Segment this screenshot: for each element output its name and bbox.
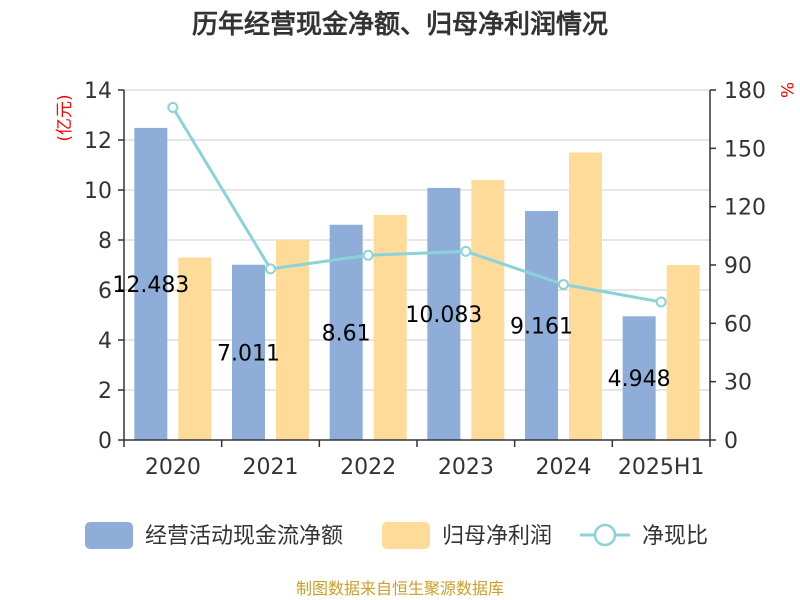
- cash-flow-bar: [622, 316, 656, 440]
- left-axis-tick-label: 6: [98, 279, 112, 304]
- net-profit-bar: [178, 257, 212, 440]
- ratio-point: [558, 278, 569, 290]
- left-axis-tick-label: 8: [98, 229, 112, 254]
- legend-swatch: [382, 522, 430, 549]
- left-axis-tick-label: 0: [98, 429, 112, 454]
- left-axis-tick-label: 10: [84, 179, 112, 204]
- cash-flow-data-label: 10.083: [405, 303, 482, 328]
- net-profit-bar: [569, 152, 602, 440]
- chart-title: 历年经营现金净额、归母净利润情况: [192, 9, 608, 40]
- net-profit-bar: [373, 215, 407, 440]
- ratio-line: [167, 102, 667, 308]
- legend-label: 净现比: [642, 524, 708, 549]
- right-axis-tick-label: 0: [724, 429, 738, 454]
- ratio-point: [460, 245, 472, 257]
- cash-flow-bar: [134, 127, 168, 441]
- legend-swatch: [85, 522, 133, 549]
- right-axis-tick-label: 30: [724, 371, 752, 396]
- cash-flow-bar: [427, 187, 461, 440]
- net-profit-bar: [471, 180, 505, 440]
- legend: 经营活动现金流净额 归母净利润 净现比: [85, 522, 708, 549]
- left-axis-tick-label: 4: [98, 329, 112, 354]
- net-profit-bar: [276, 240, 309, 440]
- left-axis-tick-label: 2: [98, 379, 112, 404]
- legend-label: 归母净利润: [442, 524, 552, 549]
- legend-ratio: 净现比: [580, 523, 708, 549]
- axes: 0 2 4 6 8 10 12 14 0 30 60 90 120 150 180 2020 2021 2022 2…: [84, 79, 766, 480]
- ratio-point: [655, 296, 667, 308]
- right-axis-tick-label: 150: [724, 137, 766, 162]
- data-labels: 12.483 7.011 8.61 10.083 9.161 4.948: [112, 273, 670, 392]
- x-axis-tick-label: 2024: [536, 455, 592, 480]
- x-axis-tick-label: 2025H1: [618, 455, 705, 480]
- legend-marker: [593, 523, 617, 547]
- right-axis-tick-label: 60: [724, 312, 752, 337]
- right-axis-unit: %: [776, 82, 796, 98]
- legend-cash-flow: 经营活动现金流净额: [85, 522, 343, 549]
- source-note: 制图数据来自恒生聚源数据库: [296, 579, 504, 598]
- ratio-point: [265, 263, 276, 275]
- cash-flow-data-label: 7.011: [217, 341, 280, 366]
- left-axis-unit: (亿元): [55, 94, 75, 141]
- x-axis-tick-label: 2020: [145, 455, 201, 480]
- left-axis-tick-label: 12: [84, 129, 112, 154]
- left-axis-tick-label: 14: [84, 79, 112, 104]
- right-axis-tick-label: 90: [724, 254, 752, 279]
- x-axis-tick-label: 2023: [438, 455, 494, 480]
- net-profit-bar: [666, 265, 700, 440]
- ratio-point: [362, 249, 374, 261]
- cash-flow-bar: [232, 264, 265, 440]
- cash-flow-data-label: 12.483: [112, 273, 189, 298]
- legend-net-profit: 归母净利润: [382, 522, 552, 549]
- cash-flow-data-label: 9.161: [510, 314, 573, 339]
- x-axis-tick-label: 2021: [243, 455, 299, 480]
- bars: [134, 127, 700, 441]
- right-axis-tick-label: 180: [724, 79, 766, 104]
- ratio-point: [167, 102, 179, 113]
- cash-flow-bar: [525, 210, 558, 440]
- cash-flow-data-label: 8.61: [322, 321, 371, 346]
- x-axis-tick-label: 2022: [340, 455, 396, 480]
- legend-label: 经营活动现金流净额: [145, 524, 343, 549]
- cash-flow-data-label: 4.948: [608, 367, 671, 392]
- right-axis-tick-label: 120: [724, 196, 766, 221]
- ratio-line-path: [171, 106, 662, 304]
